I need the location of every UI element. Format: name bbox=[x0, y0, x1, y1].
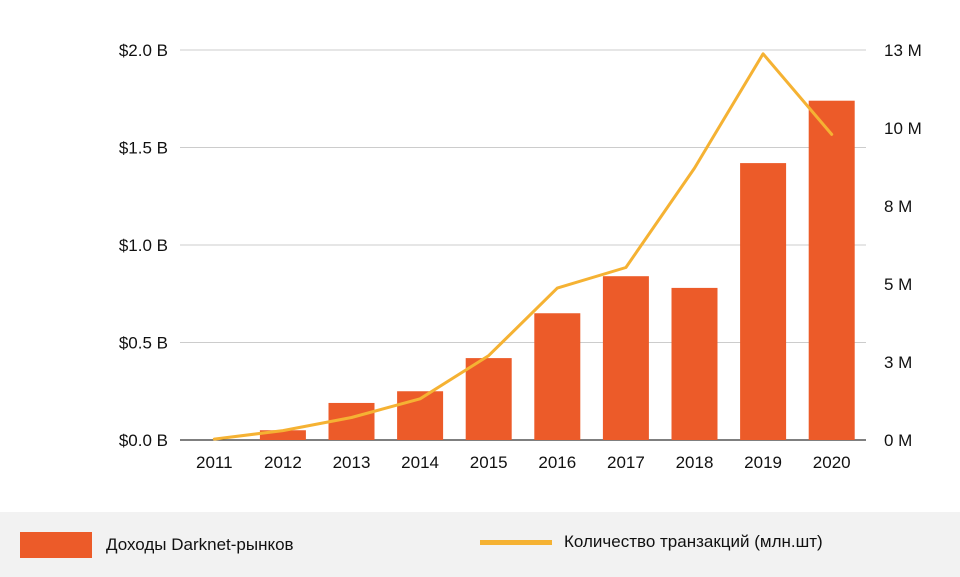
right-tick-label: 13 M bbox=[884, 41, 922, 60]
bar bbox=[671, 287, 718, 440]
x-axis: 2011 2012 2013 2014 2015 2016 2017 2018 2019 2020 bbox=[196, 453, 851, 472]
bar bbox=[259, 430, 306, 440]
x-tick-label: 2013 bbox=[333, 453, 371, 472]
x-tick-label: 2016 bbox=[538, 453, 576, 472]
right-tick-label: 3 M bbox=[884, 353, 912, 372]
line-series bbox=[212, 52, 834, 441]
right-tick-label: 8 M bbox=[884, 197, 912, 216]
x-tick-label: 2017 bbox=[607, 453, 645, 472]
legend-bars-label: Доходы Darknet-рынков bbox=[106, 535, 294, 554]
transactions-line bbox=[212, 52, 834, 441]
x-tick-label: 2020 bbox=[813, 453, 851, 472]
x-tick-label: 2019 bbox=[744, 453, 782, 472]
legend-line: Количество транзакций (млн.шт) bbox=[480, 532, 823, 552]
bar bbox=[465, 358, 512, 440]
left-tick-label: $2.0 B bbox=[119, 41, 168, 60]
right-tick-label: 5 M bbox=[884, 275, 912, 294]
plot-area: $0.0 B $0.5 B $1.0 B $1.5 B $2.0 B 0 M 3 M 5 M… bbox=[0, 0, 960, 512]
left-axis: $0.0 B $0.5 B $1.0 B $1.5 B $2.0 B bbox=[119, 41, 168, 450]
right-tick-label: 10 M bbox=[884, 119, 922, 138]
legend-line-swatch bbox=[480, 539, 552, 545]
right-axis: 0 M 3 M 5 M 8 M 10 M 13 M bbox=[884, 41, 922, 450]
legend-line-label: Количество транзакций (млн.шт) bbox=[564, 532, 823, 551]
x-tick-label: 2014 bbox=[401, 453, 439, 472]
x-tick-label: 2012 bbox=[264, 453, 302, 472]
x-tick-label: 2011 bbox=[196, 453, 233, 472]
left-tick-label: $0.5 B bbox=[119, 334, 168, 353]
left-tick-label: $0.0 B bbox=[119, 431, 168, 450]
legend-bars: Доходы Darknet-рынков bbox=[20, 532, 294, 558]
bar bbox=[740, 163, 787, 440]
right-tick-label: 0 M bbox=[884, 431, 912, 450]
bars bbox=[259, 100, 855, 440]
x-tick-label: 2015 bbox=[470, 453, 508, 472]
left-tick-label: $1.5 B bbox=[119, 139, 168, 158]
legend-bar-swatch bbox=[20, 532, 92, 558]
combo-chart: $0.0 B $0.5 B $1.0 B $1.5 B $2.0 B 0 M 3 M 5 M… bbox=[119, 41, 922, 472]
bar bbox=[534, 313, 581, 440]
bar bbox=[602, 276, 649, 440]
left-tick-label: $1.0 B bbox=[119, 236, 168, 255]
x-tick-label: 2018 bbox=[676, 453, 714, 472]
bar bbox=[808, 100, 855, 440]
